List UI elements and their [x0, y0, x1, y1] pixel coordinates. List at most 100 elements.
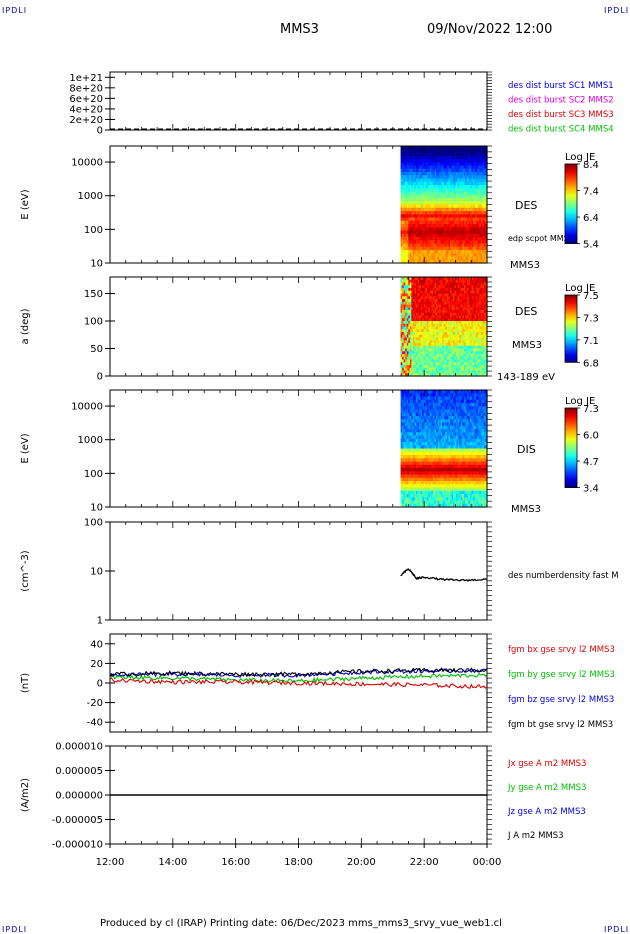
heatmap-cell — [437, 175, 440, 180]
heatmap-cell — [417, 445, 420, 450]
heatmap-cell — [431, 312, 434, 317]
heatmap-cell — [451, 155, 454, 160]
panel-1-y-tick-label: 1000 — [78, 191, 103, 202]
heatmap-cell — [470, 312, 473, 317]
heatmap-cell — [437, 152, 440, 157]
heatmap-cell — [466, 290, 470, 295]
heatmap-cell — [402, 312, 405, 317]
heatmap-cell — [463, 299, 466, 303]
heatmap-cell — [422, 503, 425, 508]
heatmap-cell — [420, 243, 423, 248]
heatmap-cell — [412, 301, 416, 306]
heatmap-cell — [474, 323, 477, 328]
heatmap-cell — [434, 168, 437, 173]
heatmap-cell — [406, 442, 409, 446]
heatmap-cell — [408, 211, 411, 215]
heatmap-cell — [480, 211, 483, 215]
heatmap-cell — [406, 348, 409, 352]
heatmap-cell — [479, 227, 482, 232]
heatmap-cell — [416, 321, 419, 325]
heatmap-cell — [437, 310, 440, 314]
heatmap-cell — [406, 296, 409, 300]
heatmap-cell — [426, 214, 429, 219]
heatmap-cell — [446, 367, 450, 372]
heatmap-cell — [429, 165, 433, 170]
heatmap-cell — [483, 224, 487, 228]
heatmap-cell — [482, 359, 485, 363]
heatmap-cell — [453, 168, 456, 173]
heatmap-cell — [463, 345, 466, 350]
heatmap-cell — [456, 149, 459, 154]
heatmap-cell — [412, 445, 416, 450]
heatmap-cell — [451, 373, 454, 377]
heatmap-cell — [420, 307, 423, 311]
heatmap-cell — [402, 409, 405, 414]
heatmap-cell — [412, 175, 416, 180]
heatmap-cell — [402, 277, 405, 281]
heatmap-cell — [419, 403, 422, 407]
heatmap-cell — [460, 198, 463, 202]
heatmap-cell — [411, 211, 414, 215]
heatmap-cell — [433, 304, 436, 308]
heatmap-cell — [411, 435, 414, 440]
heatmap-cell — [403, 442, 406, 446]
heatmap-cell — [445, 370, 448, 374]
heatmap-cell — [412, 422, 416, 427]
heatmap-cell — [406, 282, 409, 286]
heatmap-cell — [445, 233, 448, 238]
heatmap-cell — [476, 243, 479, 248]
heatmap-cell — [457, 224, 460, 228]
heatmap-cell — [446, 340, 450, 344]
heatmap-cell — [463, 310, 466, 314]
heatmap-cell — [426, 191, 429, 196]
heatmap-cell — [440, 165, 443, 170]
heatmap-cell — [448, 253, 451, 258]
heatmap-cell — [479, 367, 482, 372]
heatmap-cell — [466, 191, 470, 196]
heatmap-cell — [451, 159, 454, 163]
heatmap-cell — [403, 299, 406, 303]
heatmap-cell — [457, 356, 460, 361]
heatmap-cell — [414, 288, 417, 292]
heatmap-cell — [431, 296, 434, 300]
heatmap-cell — [411, 455, 414, 459]
heatmap-cell — [448, 224, 451, 228]
heatmap-cell — [402, 293, 405, 297]
heatmap-cell — [420, 399, 423, 404]
heatmap-cell — [466, 343, 470, 347]
heatmap-cell — [431, 214, 434, 219]
heatmap-cell — [406, 373, 409, 377]
heatmap-cell — [482, 312, 485, 317]
heatmap-cell — [403, 288, 406, 292]
heatmap-cell — [471, 370, 474, 374]
heatmap-cell — [406, 451, 409, 456]
heatmap-cell — [473, 296, 476, 300]
heatmap-cell — [443, 162, 446, 167]
heatmap-cell — [416, 494, 419, 498]
heatmap-cell — [420, 403, 423, 407]
heatmap-cell — [406, 393, 409, 398]
heatmap-cell — [429, 152, 433, 157]
heatmap-cell — [457, 233, 460, 238]
heatmap-cell — [468, 198, 471, 202]
heatmap-cell — [479, 155, 482, 160]
heatmap-cell — [459, 217, 462, 222]
heatmap-cell — [471, 207, 474, 212]
heatmap-cell — [439, 362, 442, 366]
heatmap-cell — [429, 240, 433, 245]
heatmap-cell — [439, 290, 442, 295]
heatmap-cell — [457, 293, 460, 297]
heatmap-cell — [479, 165, 482, 170]
heatmap-cell — [423, 188, 426, 193]
heatmap-cell — [473, 299, 476, 303]
heatmap-cell — [471, 304, 474, 308]
heatmap-cell — [416, 419, 419, 424]
heatmap-cell — [423, 253, 426, 258]
heatmap-cell — [456, 293, 459, 297]
heatmap-cell — [479, 168, 482, 173]
heatmap-cell — [412, 256, 416, 261]
heatmap-cell — [439, 214, 442, 219]
heatmap-cell — [473, 152, 476, 157]
heatmap-cell — [400, 367, 403, 372]
heatmap-cell — [434, 250, 437, 254]
